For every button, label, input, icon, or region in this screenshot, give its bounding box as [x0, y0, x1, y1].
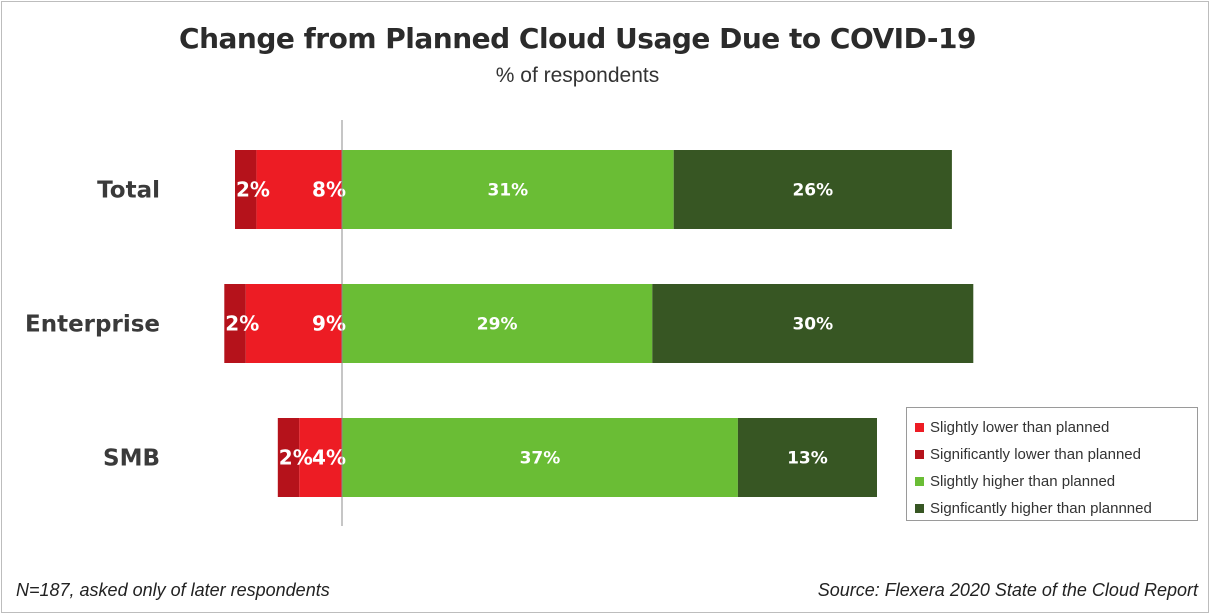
data-label-total-significantly-lower-than-planned: 2% — [236, 178, 270, 202]
data-label-smb-slightly-higher-than-planned: 37% — [520, 449, 561, 469]
category-label-total: Total — [97, 178, 160, 204]
legend-label: Slightly higher than planned — [930, 473, 1116, 490]
legend-swatch — [915, 450, 924, 459]
bar-smb-signficantly-higher-than-plannned — [737, 418, 877, 497]
bar-total-slightly-higher-than-planned — [342, 150, 674, 229]
data-label-enterprise-slightly-lower-than-planned: 9% — [312, 312, 346, 336]
legend-item-slightly-higher-than-planned: Slightly higher than planned — [915, 468, 1197, 495]
bar-enterprise-signficantly-higher-than-plannned — [652, 284, 974, 363]
chart-title: Change from Planned Cloud Usage Due to C… — [179, 22, 976, 55]
chart-subtitle: % of respondents — [495, 64, 660, 87]
data-label-total-slightly-lower-than-planned: 8% — [312, 178, 346, 202]
source-note: Source: Flexera 2020 State of the Cloud … — [817, 580, 1198, 600]
bar-enterprise-slightly-higher-than-planned — [342, 284, 653, 363]
chart-legend: Slightly lower than planned Significantly… — [906, 407, 1198, 521]
legend-label: Significantly lower than planned — [930, 446, 1141, 463]
legend-swatch — [915, 423, 924, 432]
legend-label: Signficantly higher than plannned — [930, 500, 1152, 517]
legend-item-significantly-lower-than-planned: Significantly lower than planned — [915, 441, 1197, 468]
data-label-enterprise-slightly-higher-than-planned: 29% — [477, 315, 518, 335]
bar-total-signficantly-higher-than-plannned — [673, 150, 952, 229]
legend-label: Slightly lower than planned — [930, 419, 1110, 436]
data-label-smb-slightly-lower-than-planned: 4% — [312, 446, 346, 470]
legend-swatch — [915, 504, 924, 513]
bar-total-significantly-lower-than-planned — [235, 150, 257, 229]
data-label-total-slightly-higher-than-planned: 31% — [487, 181, 528, 201]
data-label-smb-signficantly-higher-than-plannned: 13% — [787, 449, 828, 469]
bar-enterprise-slightly-lower-than-planned — [245, 284, 342, 363]
category-label-enterprise: Enterprise — [25, 312, 160, 338]
legend-swatch — [915, 477, 924, 486]
bar-smb-significantly-lower-than-planned — [277, 418, 300, 497]
data-label-enterprise-signficantly-higher-than-plannned: 30% — [792, 315, 833, 335]
data-label-total-signficantly-higher-than-plannned: 26% — [792, 181, 833, 201]
bar-enterprise-significantly-lower-than-planned — [224, 284, 246, 363]
category-label-smb: SMB — [103, 446, 160, 472]
data-label-enterprise-significantly-lower-than-planned: 2% — [225, 312, 259, 336]
bar-smb-slightly-lower-than-planned — [299, 418, 342, 497]
legend-item-slightly-lower-than-planned: Slightly lower than planned — [915, 414, 1197, 441]
footnote: N=187, asked only of later respondents — [16, 580, 330, 600]
data-label-smb-significantly-lower-than-planned: 2% — [279, 446, 313, 470]
bar-total-slightly-lower-than-planned — [256, 150, 342, 229]
legend-item-signficantly-higher-than-plannned: Signficantly higher than plannned — [915, 495, 1197, 522]
bar-smb-slightly-higher-than-planned — [342, 418, 738, 497]
